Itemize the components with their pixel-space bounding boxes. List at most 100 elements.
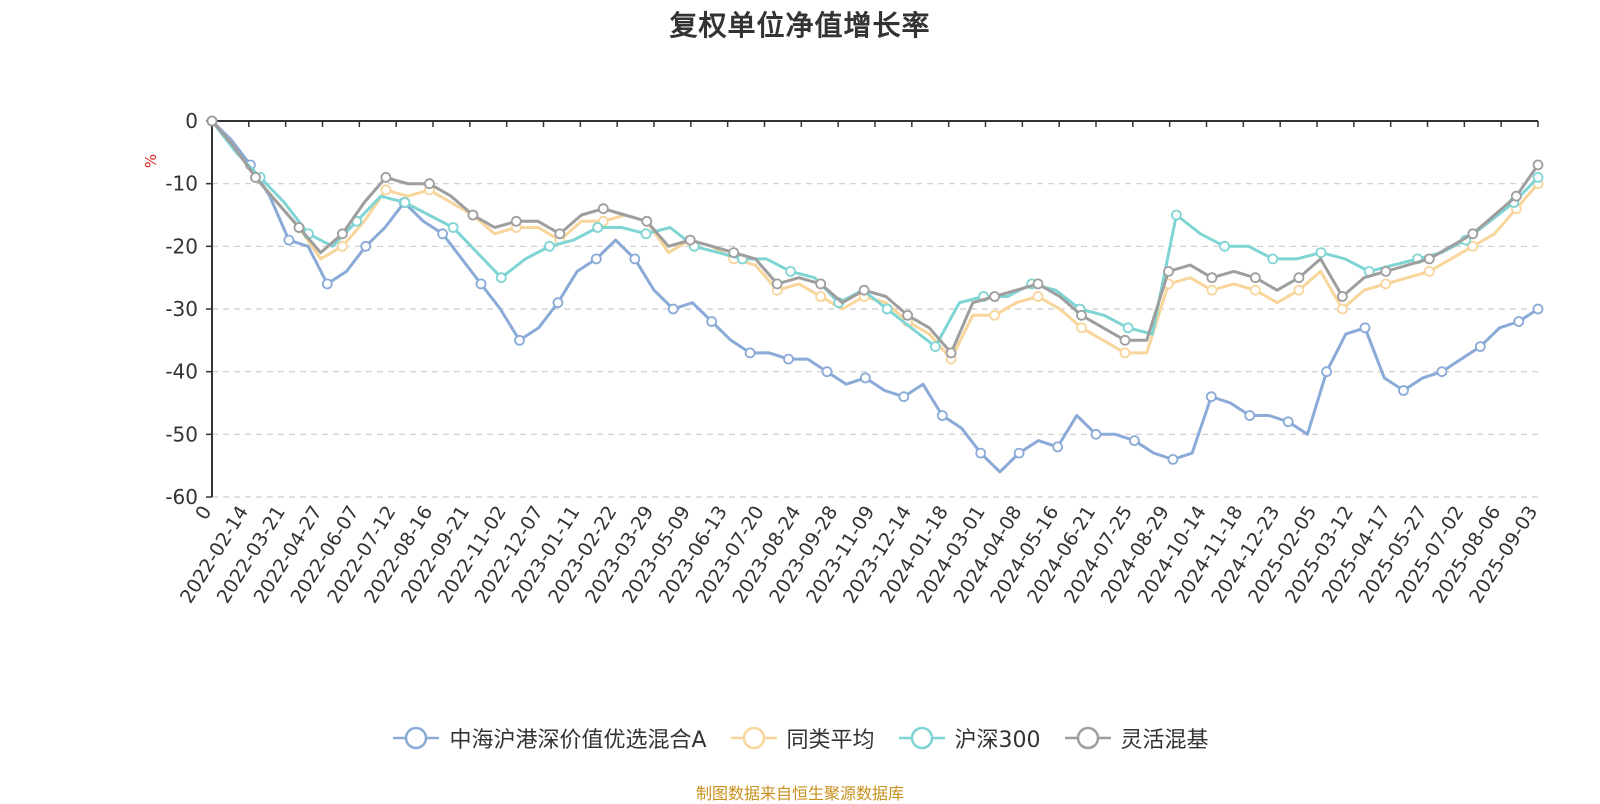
data-point xyxy=(554,228,566,240)
data-point xyxy=(1467,228,1479,240)
data-point xyxy=(592,222,604,233)
data-point xyxy=(1380,265,1392,277)
data-point xyxy=(399,197,411,208)
data-point xyxy=(706,316,718,327)
data-point xyxy=(1436,366,1448,378)
data-point xyxy=(293,222,305,233)
data-point xyxy=(437,228,449,240)
data-point xyxy=(1205,391,1217,403)
data-point xyxy=(815,291,827,302)
axes xyxy=(206,120,1539,498)
series-line-2 xyxy=(210,120,1540,361)
data-point xyxy=(860,372,871,384)
data-point xyxy=(510,215,522,227)
data-point xyxy=(858,284,870,296)
data-point xyxy=(1250,284,1261,296)
data-point xyxy=(1206,272,1218,284)
data-point xyxy=(597,203,609,215)
data-point xyxy=(684,234,696,246)
legend-label: 灵活混基 xyxy=(1120,728,1209,753)
data-point xyxy=(667,303,679,315)
data-point xyxy=(321,278,333,290)
data-point xyxy=(447,222,459,233)
source-note: 制图数据来自恒生聚源数据库 xyxy=(695,784,904,803)
line-chart: 0-10-20-30-40-50-6002022-02-142022-03-21… xyxy=(165,109,1544,607)
data-point xyxy=(902,309,913,321)
data-point xyxy=(1282,416,1294,428)
y-tick-label: -40 xyxy=(165,360,198,384)
data-point xyxy=(1423,253,1435,265)
y-tick-label: 0 xyxy=(185,109,198,133)
data-point xyxy=(1167,453,1179,465)
data-point xyxy=(1398,385,1409,396)
data-point xyxy=(1119,334,1131,346)
data-point xyxy=(1163,265,1174,277)
data-point xyxy=(1510,190,1522,202)
data-point xyxy=(514,334,525,346)
data-point xyxy=(641,215,653,227)
legend-swatch-icon xyxy=(393,726,440,750)
data-point xyxy=(590,253,602,265)
chart-title: 复权单位净值增长率 xyxy=(669,9,931,42)
x-tick-label: 0 xyxy=(191,502,216,524)
data-point xyxy=(1076,322,1087,334)
data-point xyxy=(283,234,295,246)
legend-item-1[interactable]: 中海沪港深价值优选混合A xyxy=(391,722,707,754)
data-point xyxy=(929,341,941,353)
data-point xyxy=(1171,209,1182,221)
legend-swatch-icon xyxy=(1064,726,1111,750)
legend-item-2[interactable]: 同类平均 xyxy=(729,722,875,754)
data-point xyxy=(1474,341,1486,353)
data-point xyxy=(881,303,893,315)
data-point xyxy=(1513,316,1525,327)
legend: 中海沪港深价值优选混合A 同类平均 沪深300 灵活混基 xyxy=(0,722,1600,754)
data-point xyxy=(936,410,948,421)
data-point xyxy=(989,291,1000,302)
data-point xyxy=(744,347,756,359)
data-point xyxy=(1206,284,1218,296)
data-point xyxy=(336,228,348,240)
data-point xyxy=(467,209,479,221)
data-point xyxy=(1321,366,1332,378)
data-point xyxy=(771,278,783,290)
y-tick-label: -60 xyxy=(165,485,198,509)
data-point xyxy=(945,347,957,359)
data-point xyxy=(1467,240,1479,252)
series-lines xyxy=(206,115,1544,474)
data-point xyxy=(380,184,392,196)
data-point xyxy=(640,228,652,240)
data-point xyxy=(1267,253,1279,265)
data-point xyxy=(1532,303,1544,315)
data-point xyxy=(206,115,218,127)
data-point xyxy=(1337,291,1348,302)
data-point xyxy=(629,253,641,265)
data-point xyxy=(1423,265,1435,277)
legend-swatch-icon xyxy=(898,726,945,750)
grid-lines xyxy=(212,183,1538,498)
data-point xyxy=(1032,278,1044,290)
data-point xyxy=(1532,159,1544,171)
data-point xyxy=(1032,291,1044,302)
y-tick-label: -20 xyxy=(165,234,198,258)
data-point xyxy=(336,240,348,252)
y-tick-label: -50 xyxy=(165,422,198,446)
data-point xyxy=(1122,322,1134,334)
y-tick-label: -30 xyxy=(165,297,198,321)
data-point xyxy=(1090,428,1102,440)
data-point xyxy=(1076,309,1087,321)
data-point xyxy=(1052,441,1063,453)
data-point xyxy=(1293,272,1305,284)
data-point xyxy=(783,353,794,365)
data-point xyxy=(1119,347,1131,359)
legend-swatch-icon xyxy=(730,726,777,750)
data-point xyxy=(821,366,833,378)
data-point xyxy=(785,265,796,277)
legend-item-3[interactable]: 沪深300 xyxy=(897,722,1041,754)
data-point xyxy=(495,272,507,284)
data-point xyxy=(1244,410,1256,421)
data-point xyxy=(1337,303,1348,315)
data-point xyxy=(1315,247,1327,259)
data-point xyxy=(475,278,487,290)
legend-item-4[interactable]: 灵活混基 xyxy=(1063,722,1209,754)
data-point xyxy=(1013,447,1025,459)
